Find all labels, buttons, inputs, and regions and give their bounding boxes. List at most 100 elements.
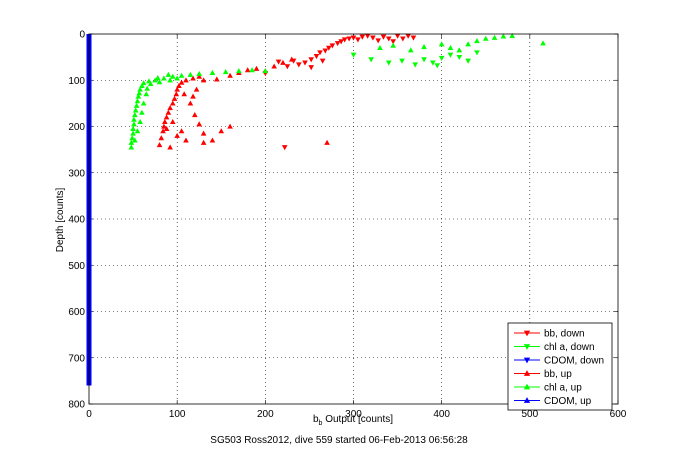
data-point <box>308 65 314 71</box>
legend-label: CDOM, up <box>544 396 592 407</box>
legend-label: chl a, down <box>544 342 595 353</box>
data-point <box>171 95 178 101</box>
y-axis-ticks: 0 100 200 300 400 500 600 700 800 <box>68 30 618 411</box>
data-point <box>350 52 357 58</box>
data-point <box>399 58 405 64</box>
legend: bb, down chl a, down CDOM, down bb, up chl a… <box>507 322 613 411</box>
data-point <box>191 112 198 118</box>
y-axis-label: Depth [counts] <box>55 188 66 253</box>
data-point <box>137 118 143 125</box>
data-point <box>209 137 216 143</box>
data-point <box>174 86 180 92</box>
data-point <box>135 93 142 99</box>
data-point <box>132 137 138 143</box>
data-point <box>169 100 176 106</box>
data-point <box>130 125 136 131</box>
data-point <box>317 50 323 56</box>
data-point <box>324 139 330 145</box>
data-point <box>390 39 396 45</box>
data-point <box>271 63 277 69</box>
figure-caption: SG503 Ross2012, dive 559 started 06-Feb-… <box>210 435 468 446</box>
legend-entry: bb, down <box>514 329 585 340</box>
plot-frame <box>88 33 619 405</box>
data-point <box>147 81 154 87</box>
data-point <box>161 75 167 81</box>
data-point <box>249 67 255 73</box>
data-point <box>132 107 139 113</box>
data-point <box>410 35 417 41</box>
data-point <box>390 42 396 48</box>
data-point <box>359 34 366 40</box>
data-point <box>308 57 314 63</box>
y-tick-label: 600 <box>68 307 85 318</box>
data-point <box>154 75 161 81</box>
y-tick-label: 100 <box>68 76 85 87</box>
y-tick-label: 700 <box>68 353 85 364</box>
legend-entry: CDOM, down <box>514 356 604 367</box>
data-point <box>161 123 167 129</box>
legend-label: CDOM, down <box>544 356 604 367</box>
series-chl-a-down <box>350 50 480 69</box>
legend-entry: chl a, down <box>514 342 595 353</box>
y-tick-label: 0 <box>79 30 85 41</box>
data-point <box>144 85 150 91</box>
legend-entry: chl a, up <box>514 383 582 394</box>
data-point <box>284 64 291 70</box>
data-point <box>133 102 140 108</box>
data-point <box>178 128 185 134</box>
x-tick-label: 600 <box>610 409 627 420</box>
data-point <box>350 35 357 41</box>
data-point <box>465 58 471 64</box>
data-point <box>380 34 387 40</box>
data-point <box>262 68 269 74</box>
x-tick-label: 200 <box>257 409 274 420</box>
legend-box <box>507 322 613 411</box>
data-point <box>131 116 137 122</box>
y-tick-label: 400 <box>68 215 85 226</box>
data-series <box>86 32 546 386</box>
data-point <box>280 59 286 65</box>
y-tick-label: 500 <box>68 261 85 272</box>
data-point <box>313 54 320 60</box>
legend-marker <box>523 330 531 337</box>
data-point <box>163 114 170 120</box>
data-point <box>174 75 180 81</box>
data-point <box>134 98 141 104</box>
data-point <box>329 43 336 49</box>
data-point <box>140 100 147 106</box>
data-point <box>227 123 233 129</box>
data-point <box>338 39 344 45</box>
data-point <box>128 144 135 150</box>
data-point <box>322 48 329 54</box>
data-point <box>334 41 341 47</box>
data-point <box>176 82 182 88</box>
data-point <box>200 130 207 136</box>
data-point <box>174 132 180 138</box>
data-point <box>500 33 507 39</box>
data-point <box>407 47 414 53</box>
data-point <box>465 41 471 47</box>
data-point <box>183 137 189 143</box>
data-point <box>275 59 282 65</box>
legend-label: bb, up <box>544 369 572 380</box>
data-point <box>196 70 203 76</box>
data-point <box>167 144 173 150</box>
data-point <box>181 91 188 97</box>
data-point <box>165 71 172 77</box>
data-point <box>200 77 207 83</box>
data-point <box>196 121 203 127</box>
data-point <box>447 44 454 51</box>
data-point <box>491 34 498 40</box>
data-point <box>130 130 136 136</box>
data-point <box>438 55 445 61</box>
data-point <box>218 128 225 134</box>
data-point <box>178 72 185 78</box>
data-point <box>253 65 260 71</box>
data-point <box>377 44 383 51</box>
data-point <box>540 40 546 46</box>
data-point <box>193 86 200 92</box>
data-point <box>375 38 381 44</box>
data-point <box>134 128 141 134</box>
data-point <box>187 100 194 106</box>
legend-label: bb, down <box>544 329 585 340</box>
